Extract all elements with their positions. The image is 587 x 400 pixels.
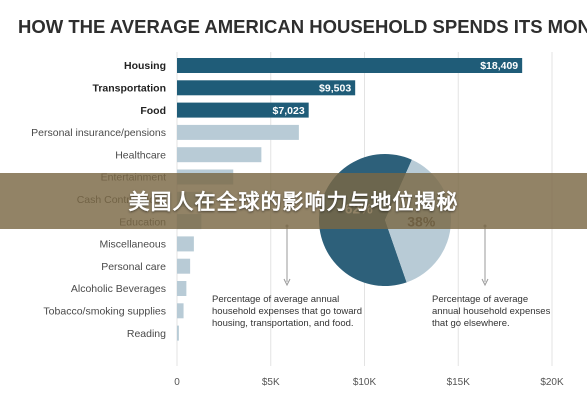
category-label: Healthcare	[115, 149, 166, 161]
bar	[177, 236, 194, 252]
bar	[177, 281, 187, 296]
annotation-line: that go elsewhere.	[432, 318, 510, 329]
bar	[177, 303, 184, 319]
chart-title: HOW THE AVERAGE AMERICAN HOUSEHOLD SPEND…	[18, 16, 587, 37]
arrowhead	[481, 278, 489, 287]
annotation-line: annual household expenses	[432, 306, 551, 317]
bar	[177, 258, 191, 274]
bar-value-label: $18,409	[480, 60, 518, 72]
bar	[177, 147, 262, 163]
category-label: Tobacco/smoking supplies	[43, 306, 166, 318]
bar	[177, 325, 179, 341]
banner-title: 美国人在全球的影响力与地位揭秘	[128, 190, 459, 214]
category-label: Miscellaneous	[99, 239, 166, 251]
overlay-banner: 美国人在全球的影响力与地位揭秘	[0, 173, 587, 229]
x-axis-ticks: 0 $5K $10K $15K $20K	[174, 377, 564, 388]
x-tick-label: 0	[174, 377, 180, 388]
bar-value-label: $9,503	[319, 83, 351, 95]
bar-value-label: $7,023	[273, 105, 305, 117]
category-label: Personal care	[101, 261, 166, 273]
category-label: Reading	[127, 328, 166, 340]
bar	[177, 58, 523, 73]
bar	[177, 102, 309, 118]
annotation-line: Percentage of average annual	[212, 294, 339, 305]
bar	[177, 124, 299, 140]
x-tick-label: $20K	[540, 377, 564, 388]
annotation-line: Percentage of average	[432, 294, 528, 305]
bar	[177, 80, 356, 96]
x-tick-label: $15K	[447, 377, 471, 388]
category-label: Food	[140, 105, 166, 117]
category-label: Transportation	[92, 83, 166, 95]
x-tick-label: $10K	[353, 377, 377, 388]
annotation-line: housing, transportation, and food.	[212, 318, 354, 329]
category-label: Housing	[124, 60, 166, 72]
category-label: Alcoholic Beverages	[71, 283, 166, 295]
category-label: Personal insurance/pensions	[31, 127, 166, 139]
annotation-line: household expenses that go toward	[212, 306, 362, 317]
arrowhead	[283, 278, 291, 287]
x-tick-label: $5K	[262, 377, 280, 388]
